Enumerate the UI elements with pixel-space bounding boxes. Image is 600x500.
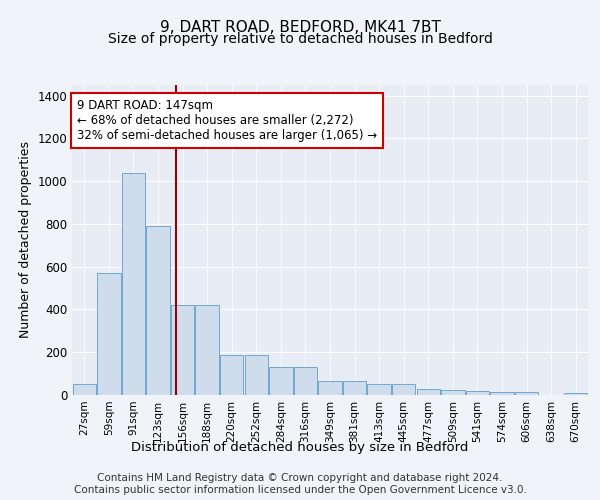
Text: 9, DART ROAD, BEDFORD, MK41 7BT: 9, DART ROAD, BEDFORD, MK41 7BT [160,20,440,35]
Bar [515,392,538,395]
Bar [73,384,96,395]
Bar [146,226,170,395]
Bar [294,367,317,395]
Bar [367,384,391,395]
Bar [466,390,489,395]
Bar [122,172,145,395]
Text: Distribution of detached houses by size in Bedford: Distribution of detached houses by size … [131,441,469,454]
Bar [97,273,121,395]
Text: Size of property relative to detached houses in Bedford: Size of property relative to detached ho… [107,32,493,46]
Bar [269,367,293,395]
Bar [196,305,219,395]
Bar [441,390,464,395]
Bar [343,381,366,395]
Bar [564,393,587,395]
Bar [171,305,194,395]
Bar [416,389,440,395]
Bar [490,392,514,395]
Bar [220,356,244,395]
Y-axis label: Number of detached properties: Number of detached properties [19,142,32,338]
Bar [319,381,341,395]
Bar [245,356,268,395]
Bar [392,384,415,395]
Text: Contains HM Land Registry data © Crown copyright and database right 2024.
Contai: Contains HM Land Registry data © Crown c… [74,474,526,495]
Text: 9 DART ROAD: 147sqm
← 68% of detached houses are smaller (2,272)
32% of semi-det: 9 DART ROAD: 147sqm ← 68% of detached ho… [77,99,377,142]
